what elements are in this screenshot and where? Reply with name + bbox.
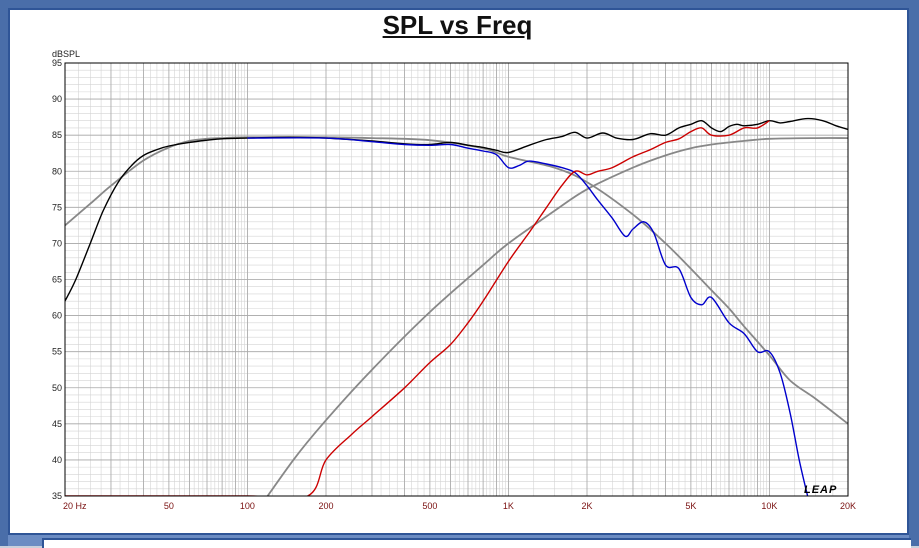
y-tick-label: 40	[52, 455, 62, 465]
series-line	[65, 120, 770, 496]
x-tick-label: 20 Hz	[63, 501, 87, 511]
bottom-panel	[42, 538, 911, 548]
y-tick-label: 65	[52, 275, 62, 285]
y-tick-label: 55	[52, 347, 62, 357]
y-tick-label: 45	[52, 419, 62, 429]
y-tick-label: 35	[52, 491, 62, 501]
y-tick-label: 95	[52, 58, 62, 68]
series-line	[247, 137, 809, 496]
x-tick-label: 2K	[581, 501, 592, 511]
chart-title: SPL vs Freq	[382, 10, 533, 40]
plot-border	[64, 62, 849, 497]
x-tick-label: 1K	[503, 501, 514, 511]
y-tick-label: 60	[52, 311, 62, 321]
series-layer	[65, 117, 848, 496]
x-tick-label: 10K	[761, 501, 777, 511]
leap-watermark: LEAP	[804, 484, 837, 496]
x-tick-label: 500	[422, 501, 437, 511]
x-tick-label: 200	[318, 501, 333, 511]
y-tick-label: 70	[52, 238, 62, 248]
y-axis-label: dBSPL	[52, 49, 80, 59]
y-tick-label: 75	[52, 202, 62, 212]
y-tick-label: 90	[52, 94, 62, 104]
x-tick-label: 100	[240, 501, 255, 511]
y-tick-label: 50	[52, 383, 62, 393]
y-tick-label: 85	[52, 130, 62, 140]
y-tick-labels: 35 40 45 50 55 60 65 70 75 80 85 90 95	[52, 58, 62, 501]
x-tick-label: 50	[164, 501, 174, 511]
y-tick-label: 80	[52, 166, 62, 176]
x-tick-label: 20K	[840, 501, 856, 511]
series-line	[266, 137, 848, 496]
series-line	[65, 117, 848, 302]
x-tick-label: 5K	[685, 501, 696, 511]
x-tick-labels: 20 Hz 50 100 200 500 1K 2K 5K 10K 20K	[63, 501, 856, 511]
